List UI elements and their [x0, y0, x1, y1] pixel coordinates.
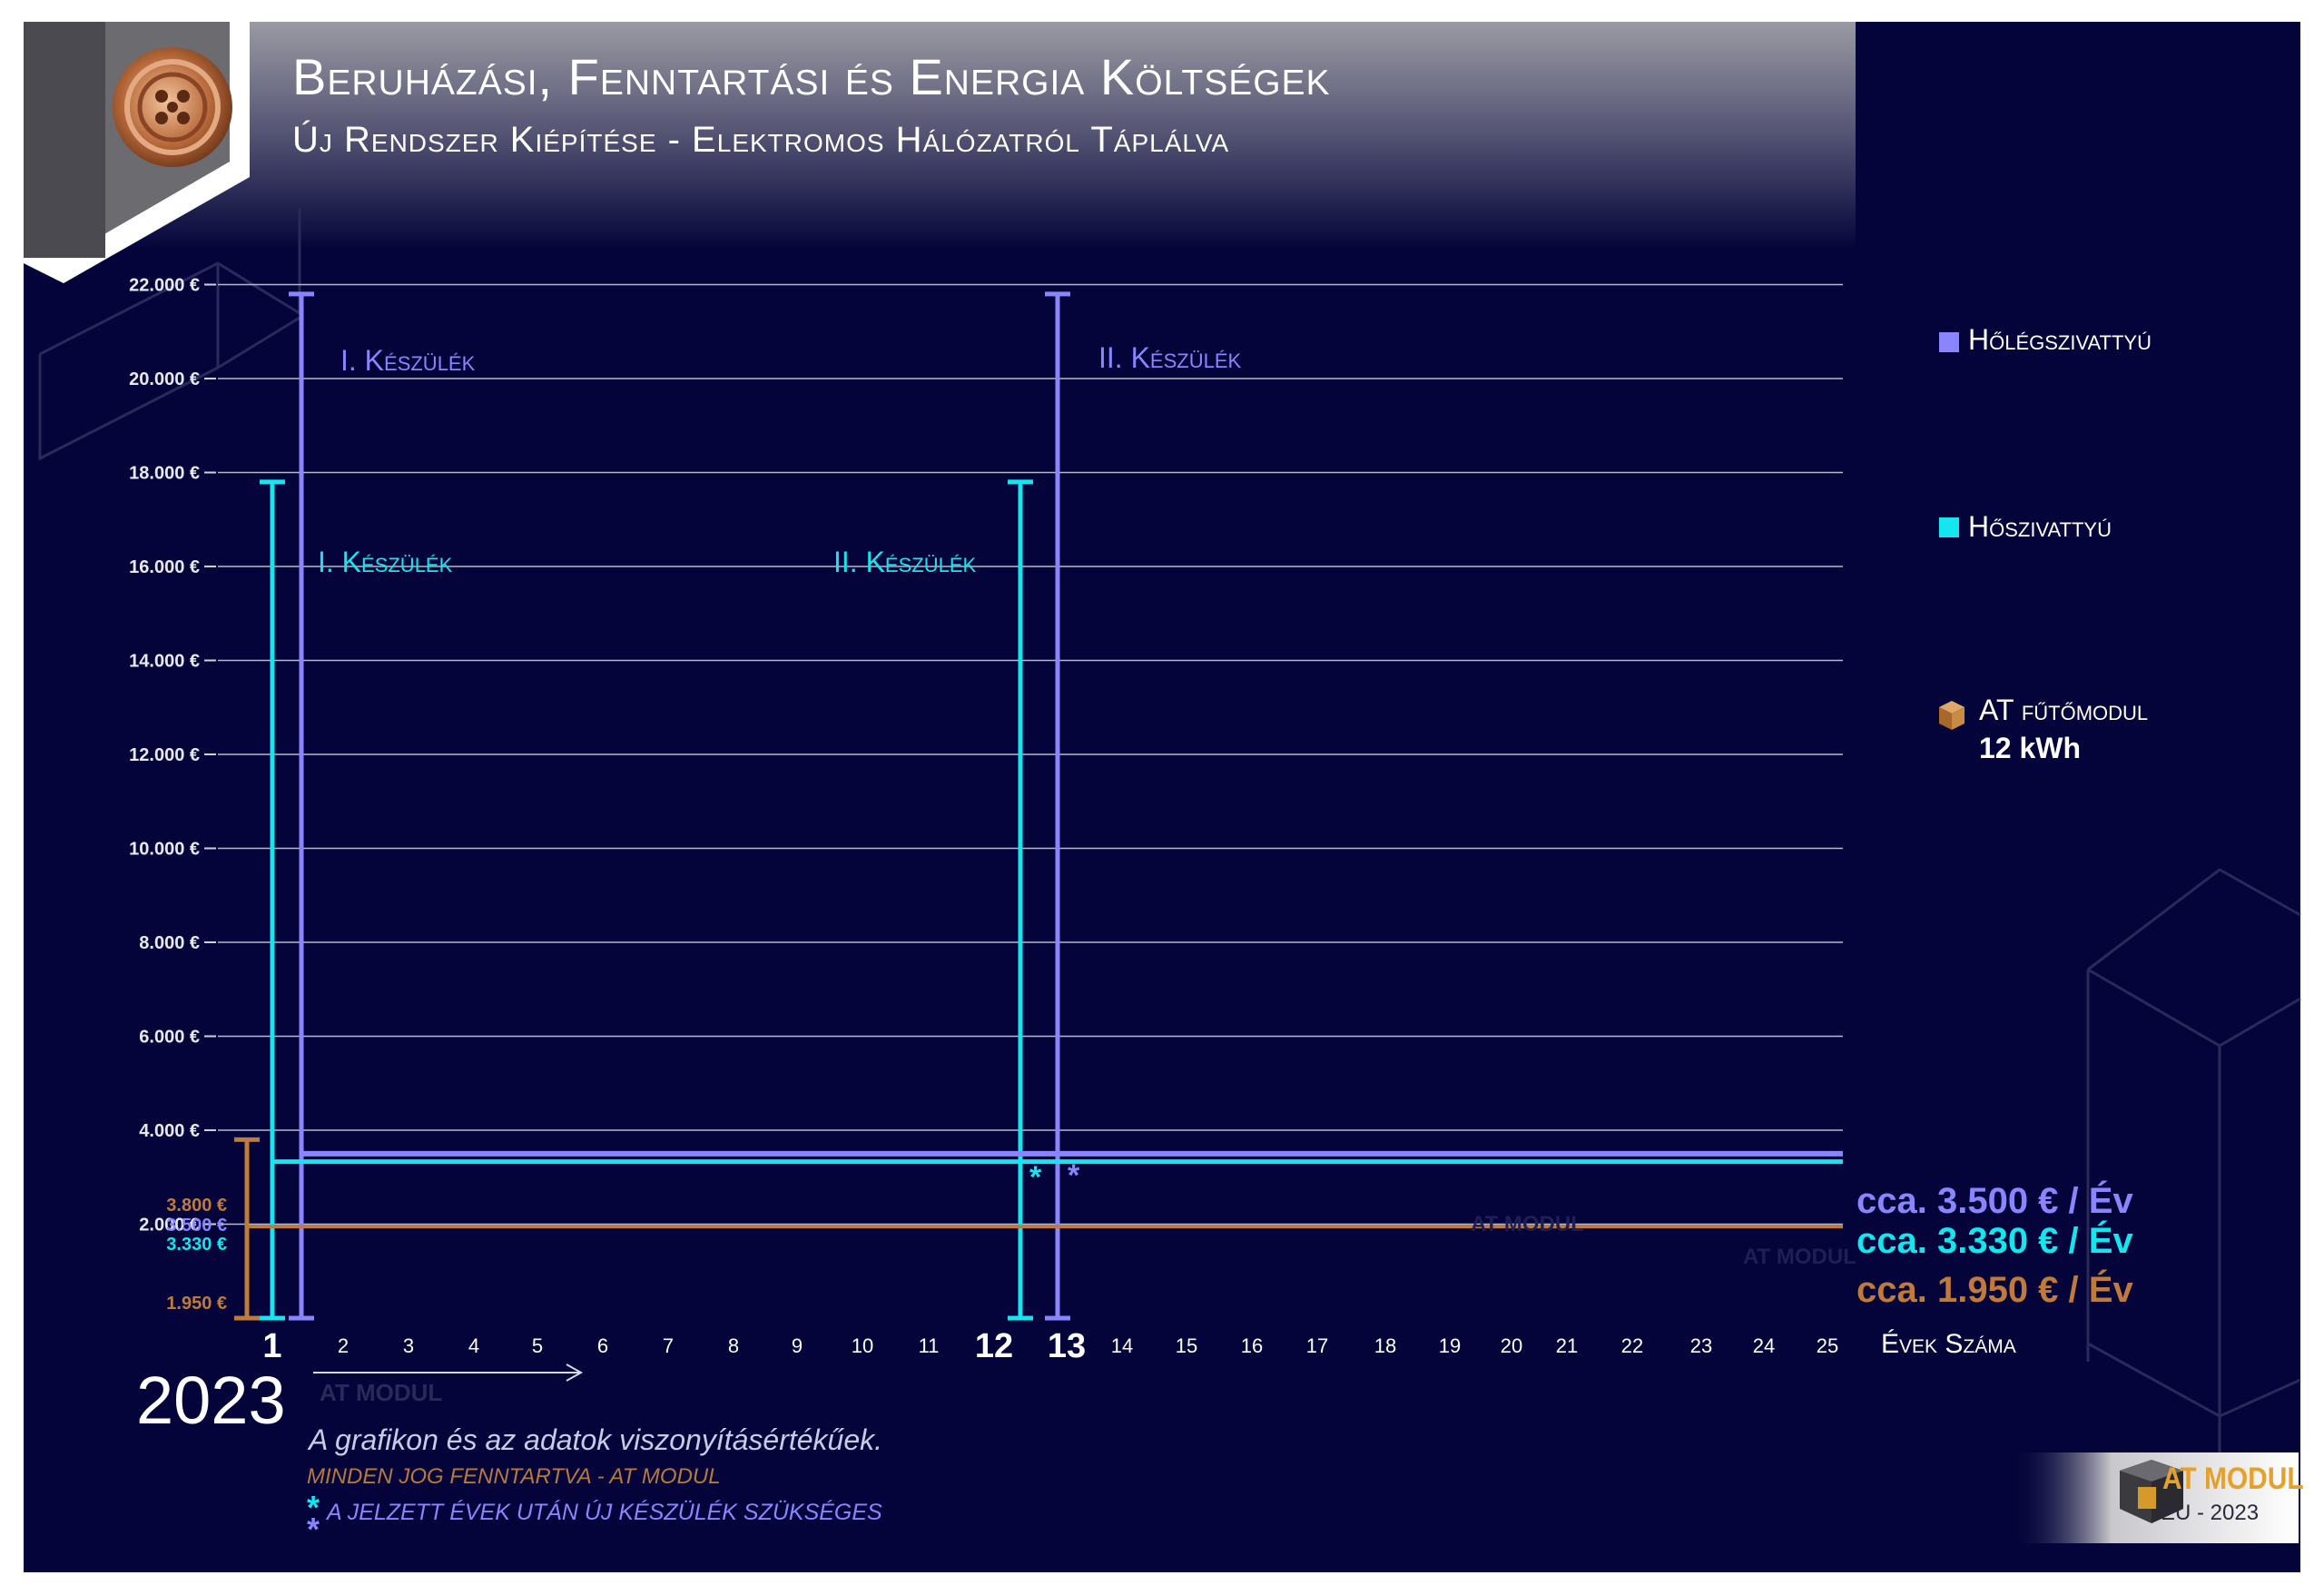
x-tick-label: 10	[852, 1334, 873, 1357]
y-tick-label: 2.000 €	[139, 1216, 200, 1236]
header-gradient	[24, 22, 1856, 249]
viz-device-label: II. Készülék	[833, 546, 976, 578]
x-tick-label: 9	[792, 1334, 803, 1357]
at-annual-label: cca. 1.950 € / Év	[1856, 1269, 2133, 1310]
decorative-cubes	[38, 209, 2301, 1507]
levego-device-label: II. Készülék	[1098, 341, 1241, 374]
legend	[1939, 332, 1965, 730]
levego-star-marker: *	[1068, 1158, 1080, 1193]
x-tick-label: 20	[1501, 1334, 1522, 1357]
x-tick-label: 24	[1753, 1334, 1775, 1357]
legend-swatch-viz	[1939, 517, 1959, 537]
chart-subtitle: Új Rendszer Kiépítése - Elektromos Hálóz…	[292, 120, 1230, 160]
legend-label-viz: Hőszivattyú	[1968, 510, 2112, 543]
brand-box	[2011, 1452, 2299, 1543]
watermark: AT MODUL	[1743, 1245, 1856, 1269]
y-tick-label: 16.000 €	[129, 557, 200, 577]
legend-cube-right	[1952, 707, 1965, 730]
x-tick-label: 8	[728, 1334, 739, 1357]
viz-star-marker: *	[1029, 1160, 1042, 1195]
x-tick-label: 4	[468, 1334, 479, 1357]
x-tick-label: 23	[1690, 1334, 1712, 1357]
at-annual-axis-label: 1.950 €	[166, 1294, 227, 1314]
y-tick-label: 4.000 €	[139, 1121, 200, 1141]
logo-badge	[24, 22, 250, 283]
x-tick-label: 1	[262, 1327, 281, 1365]
brand-cube-icon	[2120, 1460, 2183, 1523]
levego-device-label: I. Készülék	[340, 344, 476, 377]
legend-label-at-power: 12 kWh	[1979, 732, 2082, 764]
legend-label-levego: Hőlégszivattyú	[1968, 323, 2152, 356]
brand-subtitle: EU - 2023	[2161, 1501, 2260, 1525]
x-tick-label: 11	[919, 1334, 940, 1357]
x-tick-label: 22	[1621, 1334, 1643, 1357]
x-tick-label: 5	[532, 1334, 543, 1357]
y-tick-label: 8.000 €	[139, 933, 200, 953]
chart-background	[24, 22, 2300, 1572]
chart-plot: 2.000 € 4.000 € 6.000 € 8.000 € 10.000 € 12.0…	[129, 276, 2133, 1407]
x-tick-label: 14	[1111, 1334, 1133, 1357]
y-tick-label: 20.000 €	[129, 369, 200, 389]
y-tick-label: 6.000 €	[139, 1028, 200, 1048]
time-arrow-head	[566, 1364, 584, 1382]
legend-cube-left	[1939, 707, 1952, 730]
x-tick-label: 15	[1176, 1334, 1197, 1357]
levego-annual-axis-label: 3.500 €	[166, 1216, 227, 1236]
rights-note: MINDEN JOG FENNTARTVA - AT MODUL	[307, 1464, 721, 1489]
x-tick-label: 13	[1048, 1327, 1086, 1365]
x-tick-label: 7	[663, 1334, 674, 1357]
x-tick-label: 2	[338, 1334, 349, 1357]
y-tick-label: 10.000 €	[129, 840, 200, 860]
x-tick-label: 19	[1439, 1334, 1461, 1357]
legend-label-at: AT fűtőmodul	[1979, 694, 2149, 726]
star-note: A JELZETT ÉVEK UTÁN ÚJ KÉSZÜLÉK SZÜKSÉGE…	[327, 1500, 882, 1525]
x-axis-label: Évek Száma	[1881, 1329, 2016, 1359]
x-tick-label: 16	[1241, 1334, 1263, 1357]
y-tick-label: 18.000 €	[129, 464, 200, 484]
x-tick-label: 25	[1817, 1334, 1838, 1357]
x-tick-label: 3	[403, 1334, 414, 1357]
reference-note: A grafikon és az adatok viszonyításérték…	[309, 1423, 883, 1456]
x-tick-label: 12	[975, 1327, 1013, 1365]
x-tick-label: 18	[1374, 1334, 1396, 1357]
watermark: AT MODUL	[320, 1379, 442, 1406]
levego-annual-label: cca. 3.500 € / Év	[1856, 1180, 2133, 1221]
viz-device-label: I. Készülék	[318, 546, 453, 578]
chart-title: Beruházási, Fenntartási és Energia Költs…	[292, 48, 1331, 105]
x-tick-label: 17	[1306, 1334, 1328, 1357]
legend-cube-icon	[1939, 701, 1965, 730]
watermark: AT MODUL	[1471, 1212, 1584, 1236]
viz-annual-axis-label: 3.330 €	[166, 1235, 227, 1255]
brand-name: AT MODUL	[2162, 1462, 2304, 1496]
y-tick-label: 14.000 €	[129, 652, 200, 672]
start-year: 2023	[136, 1363, 286, 1438]
footnote-star-levego: *	[307, 1511, 320, 1548]
viz-annual-label: cca. 3.330 € / Év	[1856, 1220, 2133, 1261]
y-tick-label: 12.000 €	[129, 745, 200, 765]
x-tick-label: 6	[597, 1334, 608, 1357]
y-tick-label: 22.000 €	[129, 276, 200, 296]
legend-swatch-levego	[1939, 332, 1959, 352]
footnote-star-viz: *	[307, 1489, 320, 1526]
at-device-value-label: 3.800 €	[166, 1196, 227, 1216]
x-tick-label: 21	[1556, 1334, 1578, 1357]
